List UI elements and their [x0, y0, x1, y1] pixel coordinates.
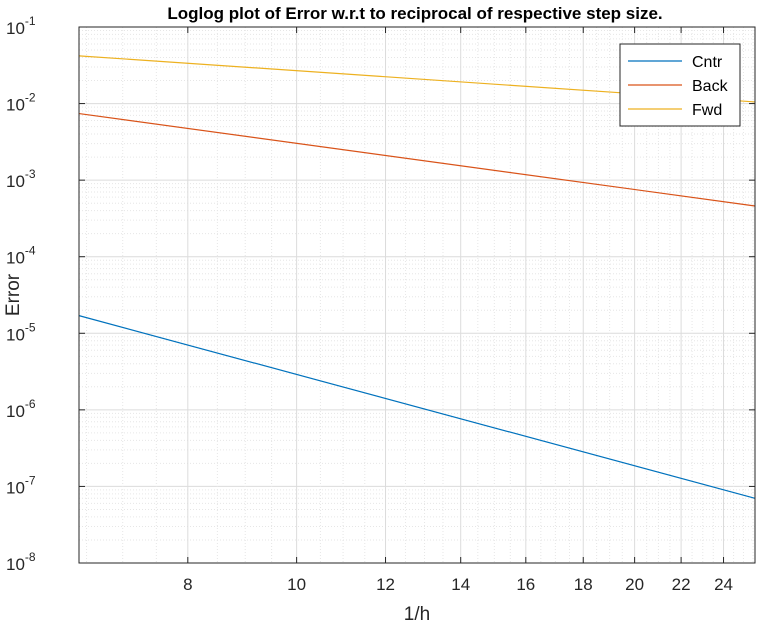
y-tick-label: 10-7 [6, 473, 36, 497]
y-tick-label: 10-8 [6, 550, 36, 574]
x-tick-label: 10 [287, 575, 306, 594]
x-axis-label: 1/h [404, 604, 430, 625]
y-tick-label: 10-3 [6, 167, 36, 191]
y-tick-label: 10-4 [6, 244, 36, 268]
legend: Cntr Back Fwd [619, 43, 741, 127]
y-tick-label: 10-1 [6, 14, 36, 38]
x-tick-label: 16 [516, 575, 535, 594]
x-tick-label: 20 [625, 575, 644, 594]
y-tick-label: 10-6 [6, 397, 36, 421]
chart-title: Loglog plot of Error w.r.t to reciprocal… [167, 4, 662, 23]
legend-label-back: Back [692, 78, 729, 95]
x-tick-label: 24 [714, 575, 733, 594]
series-line-back [78, 112, 756, 207]
y-tick-label: 10-2 [6, 91, 36, 115]
legend-label-cntr: Cntr [692, 54, 723, 71]
grid [79, 27, 755, 564]
y-axis-label: Error [3, 273, 24, 316]
plot-frame [78, 26, 756, 564]
x-tick-label: 14 [451, 575, 470, 594]
series-line-cntr [78, 315, 756, 499]
x-tick-label: 22 [672, 575, 691, 594]
y-tick-label: 10-5 [6, 320, 36, 344]
x-tick-label: 12 [376, 575, 395, 594]
x-tick-label: 18 [574, 575, 593, 594]
x-tick-label: 8 [183, 575, 192, 594]
legend-label-fwd: Fwd [692, 102, 722, 119]
tick-marks [79, 26, 755, 564]
